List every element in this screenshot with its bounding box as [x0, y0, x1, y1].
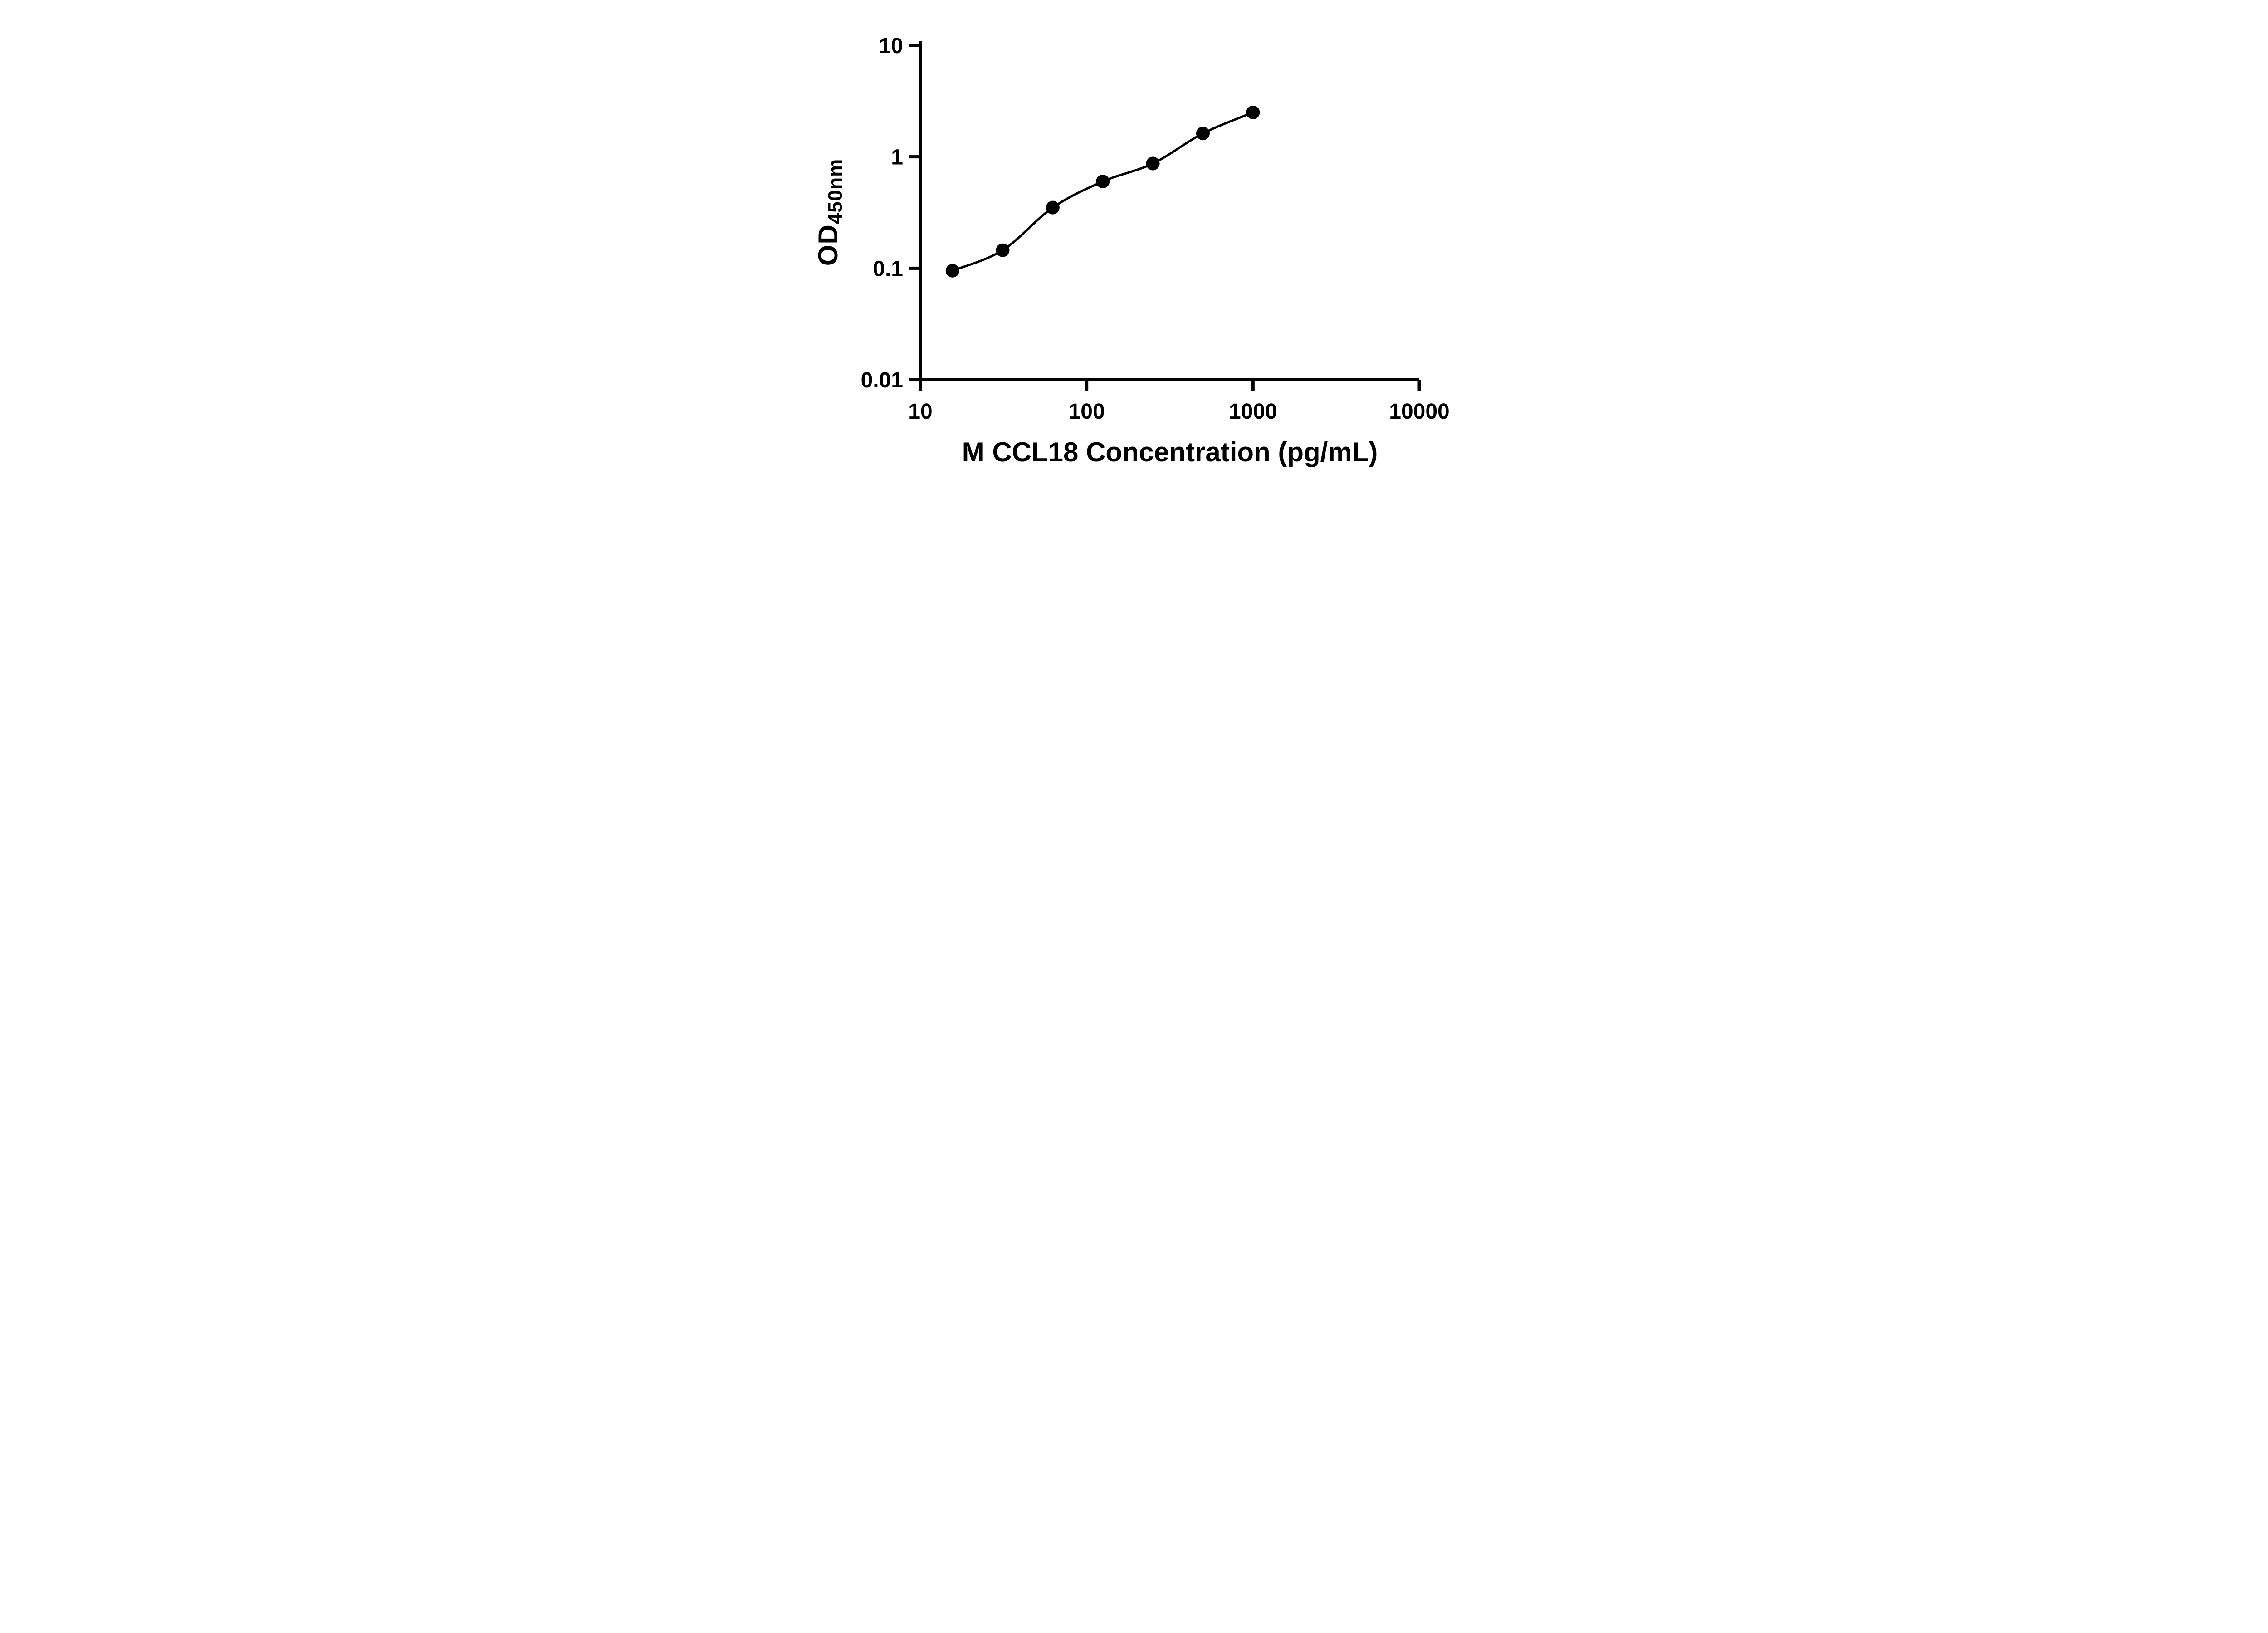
- x-axis-tick-label: 1000: [1229, 400, 1277, 424]
- x-axis-title: M CCL18 Concentration (pg/mL): [962, 437, 1378, 467]
- y-axis-tick-label: 1: [891, 146, 903, 170]
- y-axis-title: OD450nm: [812, 159, 847, 266]
- y-axis-tick-label: 10: [879, 34, 903, 58]
- data-point: [1196, 127, 1210, 141]
- y-axis-title-subscript: 450nm: [824, 158, 846, 225]
- y-axis-tick-label: 0.1: [873, 257, 903, 281]
- y-axis-title-base: OD: [813, 224, 844, 266]
- x-axis-tick-label: 10: [908, 400, 932, 424]
- data-point: [945, 264, 959, 278]
- x-axis-tick-label: 10000: [1389, 400, 1449, 424]
- x-axis-tick-label: 100: [1069, 400, 1105, 424]
- data-point: [1246, 105, 1260, 119]
- y-axis-tick-label: 0.01: [861, 368, 903, 392]
- data-point: [1146, 156, 1160, 171]
- data-point: [1096, 175, 1110, 189]
- data-point: [996, 243, 1010, 257]
- chart-canvas: 10 100 1000 10000 10 1 0.1 0.01: [861, 34, 1450, 424]
- axes-spine: [919, 41, 1419, 381]
- data-point: [1046, 200, 1060, 215]
- standard-curve-figure: 10 100 1000 10000 10 1 0.1 0.01 OD450nm M CCL18…: [784, 0, 1484, 490]
